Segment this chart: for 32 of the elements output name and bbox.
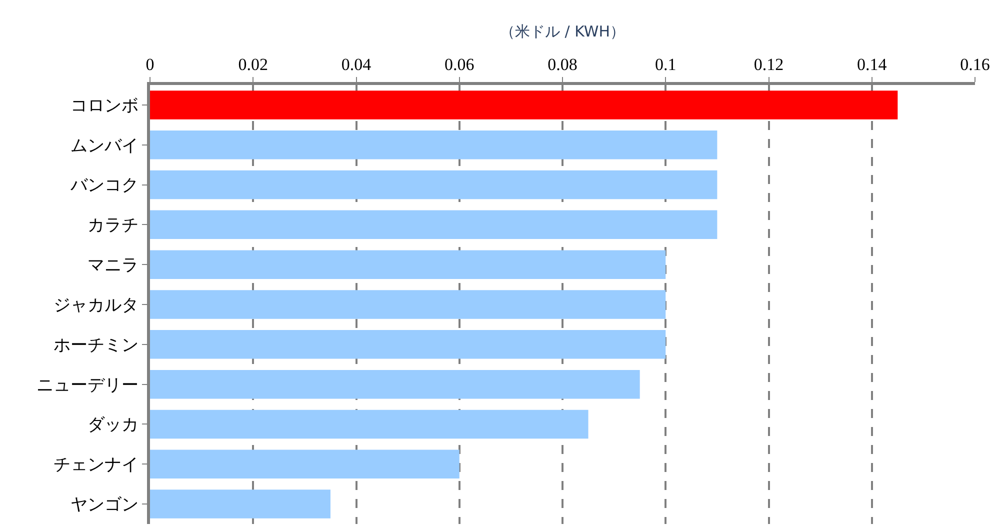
y-tick-label: ジャカルタ <box>54 295 139 316</box>
x-tick-label: 0.1 <box>655 55 676 74</box>
x-tick-label: 0.02 <box>238 55 268 74</box>
y-tick-label: ニューデリー <box>36 375 139 396</box>
x-tick-label: 0 <box>146 55 154 74</box>
y-tick-label: マニラ <box>88 256 139 276</box>
x-tick-label: 0.04 <box>341 55 372 74</box>
y-tick-label: コロンボ <box>70 96 139 116</box>
y-tick-label: カラチ <box>88 216 139 236</box>
y-tick-label: バンコク <box>70 176 139 196</box>
x-tick-label: 0.14 <box>857 55 888 74</box>
bar <box>150 170 718 200</box>
bar <box>150 330 666 359</box>
y-tick-label: ヤンゴン <box>70 495 139 515</box>
bar <box>150 250 666 279</box>
bar <box>150 450 460 478</box>
x-tick-label: 0.16 <box>960 55 990 74</box>
bar <box>150 410 588 439</box>
y-tick-label: ダッカ <box>88 415 139 436</box>
y-tick-label: チェンナイ <box>54 455 139 476</box>
bar <box>150 290 666 319</box>
x-tick-label: 0.12 <box>754 55 784 74</box>
bar <box>150 90 898 120</box>
x-tick-label: 0.06 <box>444 55 474 74</box>
y-tick-label: ムンバイ <box>70 136 139 156</box>
bar <box>150 130 718 160</box>
y-tick-label: ホーチミン <box>54 335 139 356</box>
bar <box>150 210 718 240</box>
x-tick-label: 0.08 <box>548 55 578 74</box>
bar <box>150 370 640 399</box>
bar <box>150 490 330 518</box>
x-axis-title: （米ドル / KWH） <box>500 22 626 40</box>
